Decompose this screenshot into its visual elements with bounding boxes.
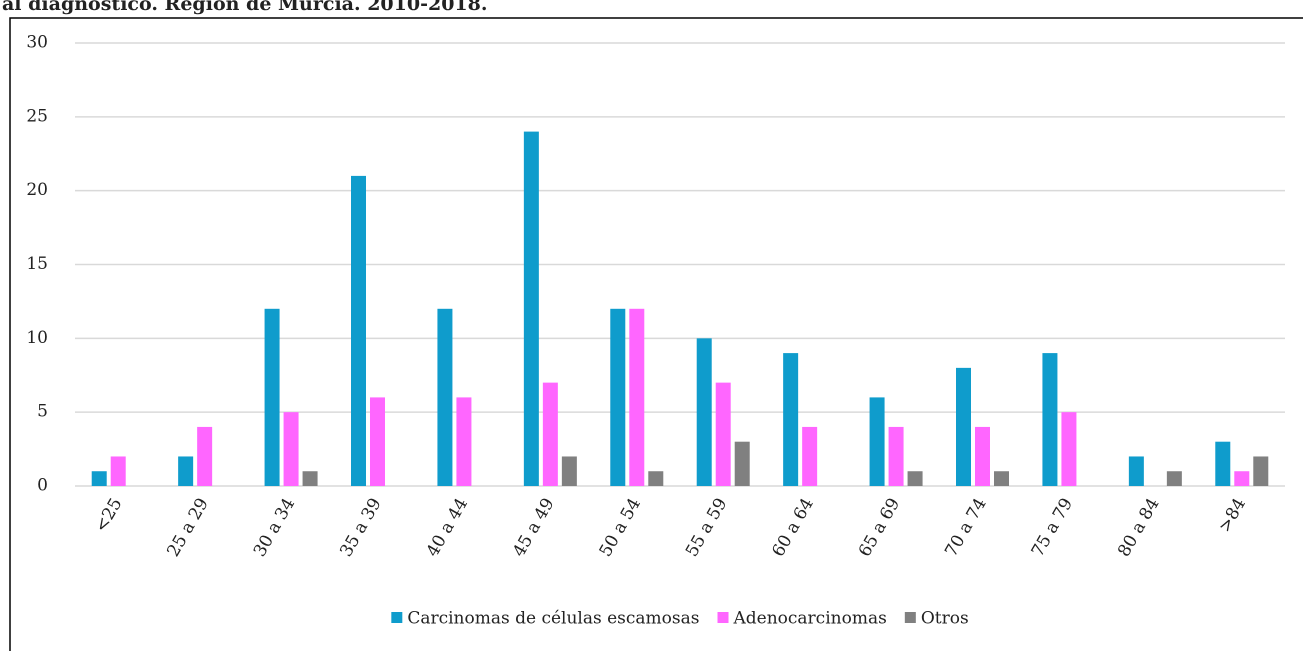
bar	[178, 456, 194, 486]
bar	[907, 471, 923, 486]
x-tick-label: 40 a 44	[423, 495, 472, 561]
chart-frame	[9, 17, 1303, 651]
x-tick-label: 30 a 34	[250, 495, 299, 561]
y-tick-label: 25	[26, 106, 48, 126]
x-tick-label: <25	[91, 495, 126, 536]
y-tick-label: 20	[26, 180, 48, 200]
bar	[956, 367, 971, 486]
bar	[91, 471, 107, 486]
y-tick-label: 30	[26, 33, 48, 53]
bar	[1253, 456, 1269, 486]
y-tick-label: 0	[37, 476, 48, 496]
x-tick-label: 55 a 59	[682, 495, 731, 561]
bar	[370, 397, 385, 486]
legend-label: Otros	[921, 609, 969, 629]
bar	[110, 456, 126, 486]
bar	[1128, 456, 1144, 486]
chart-title: al diagnóstico. Región de Murcia. 2010-2…	[2, 0, 487, 15]
bar	[351, 175, 366, 486]
x-tick-label: 70 a 74	[941, 495, 990, 561]
bar	[975, 426, 990, 486]
bar	[1042, 353, 1058, 486]
x-tick-label: 65 a 69	[855, 495, 904, 561]
bar	[561, 456, 577, 486]
x-tick-label: 25 a 29	[163, 495, 212, 561]
bar	[437, 308, 453, 486]
bar	[1215, 441, 1231, 486]
bar	[264, 308, 280, 486]
bar	[1061, 412, 1077, 486]
y-tick-label: 10	[26, 328, 48, 348]
bar	[629, 308, 645, 486]
y-tick-label: 15	[26, 254, 48, 274]
bar	[542, 382, 558, 486]
bar	[734, 441, 750, 486]
bar	[197, 426, 213, 486]
x-tick-label: 80 a 84	[1114, 495, 1163, 561]
bar	[696, 338, 712, 486]
legend-swatch	[904, 612, 916, 623]
legend-swatch	[391, 612, 403, 623]
bar	[648, 471, 664, 486]
x-tick-label: 75 a 79	[1028, 495, 1077, 561]
legend-swatch	[717, 612, 729, 623]
bar	[802, 426, 818, 486]
bar	[456, 397, 472, 486]
bar	[869, 397, 885, 486]
legend-label: Carcinomas de células escamosas	[407, 609, 699, 629]
x-tick-label: 45 a 49	[509, 495, 558, 561]
x-tick-label: 60 a 64	[768, 495, 817, 561]
bar	[523, 131, 539, 486]
x-tick-label: 50 a 54	[596, 495, 645, 561]
x-tick-label: >84	[1215, 495, 1250, 536]
legend-label: Adenocarcinomas	[733, 609, 887, 629]
bar	[1234, 471, 1250, 486]
bar	[1166, 471, 1182, 486]
bar	[715, 382, 731, 486]
bar	[994, 471, 1009, 486]
y-tick-label: 5	[37, 402, 48, 422]
bar	[302, 471, 318, 486]
bar	[888, 426, 904, 486]
bar	[610, 308, 626, 486]
x-tick-label: 35 a 39	[336, 495, 385, 561]
bar	[283, 412, 299, 486]
bar	[783, 353, 799, 486]
